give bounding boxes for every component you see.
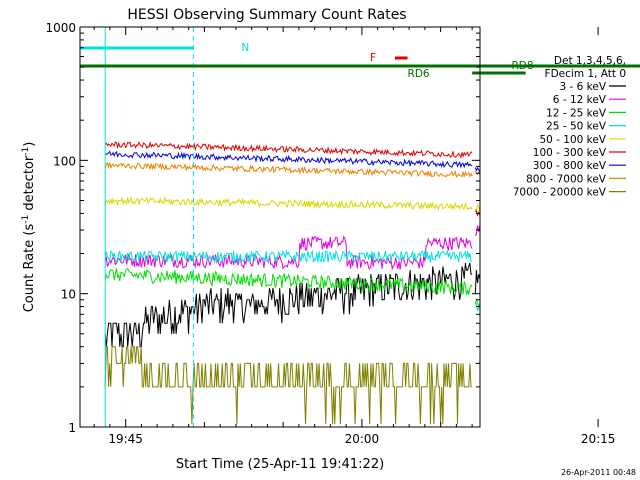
legend: Det 1,3,4,5,6,FDecim 1, Att 03 - 6 keV6 … [513, 55, 626, 199]
legend-entry-label: 50 - 100 keV [539, 134, 606, 146]
x-axis-label: Start Time (25-Apr-11 19:41:22) [176, 457, 384, 472]
chart-title: HESSI Observing Summary Count Rates [127, 7, 406, 23]
series-2 [104, 267, 480, 308]
series-7 [104, 161, 480, 179]
y-tick-label: 10 [61, 288, 76, 302]
series-3 [104, 249, 480, 312]
series-5 [104, 140, 480, 217]
footer-date: 26-Apr-2011 00:48 [561, 468, 636, 477]
overlay-lines [104, 27, 194, 427]
x-tick-label: 20:15 [581, 432, 616, 446]
flag-label-f: F [370, 52, 376, 64]
series-4 [104, 196, 480, 213]
legend-header: Det 1,3,4,5,6, [554, 55, 626, 67]
y-tick-label: 1 [68, 421, 76, 435]
series-8 [104, 344, 480, 425]
flag-label-n: N [241, 42, 249, 54]
legend-entry-label: 6 - 12 keV [553, 94, 607, 106]
legend-header: FDecim 1, Att 0 [545, 68, 626, 80]
series-6 [104, 150, 480, 173]
legend-entry-label: 12 - 25 keV [546, 107, 607, 119]
flag-label-rd6: RD6 [408, 68, 430, 80]
legend-entry-label: 7000 - 20000 keV [513, 187, 607, 199]
legend-entry-label: 800 - 7000 keV [526, 173, 607, 185]
y-tick-label: 100 [53, 154, 76, 168]
legend-entry-label: 300 - 800 keV [533, 160, 607, 172]
x-tick-label: 19:45 [108, 432, 143, 446]
count-rate-curves [104, 140, 480, 425]
flag-label-rd8: RD8 [511, 60, 533, 72]
plot-frame [79, 26, 481, 428]
y-axis-label: Count Rate (s-1 detector-1) [21, 142, 37, 313]
y-tick-label: 1000 [45, 21, 76, 35]
flag-bars [80, 46, 640, 75]
legend-entry-label: 25 - 50 keV [546, 121, 607, 133]
series-1 [104, 225, 480, 271]
series-0 [104, 262, 480, 348]
flag-labels: NFRD6RD8S [241, 42, 533, 80]
x-tick-label: 20:00 [345, 432, 380, 446]
legend-entry-label: 100 - 300 keV [533, 147, 607, 159]
axes: 19:4520:0020:1520:3020:4521:0021:1511010… [45, 21, 616, 446]
legend-entry-label: 3 - 6 keV [559, 81, 606, 93]
